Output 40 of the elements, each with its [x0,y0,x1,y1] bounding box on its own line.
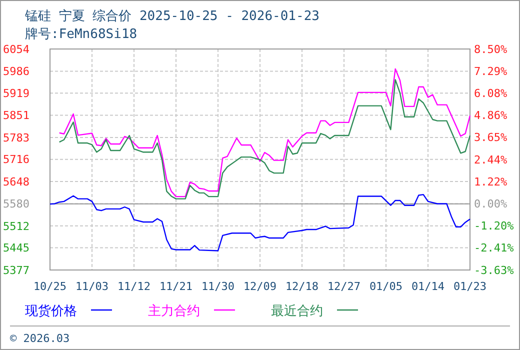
chart-title: 锰硅 宁夏 综合价 2025-10-25 - 2026-01-23 [24,8,320,24]
y2-tick-label: 6.08% [474,86,508,100]
y-tick-label: 5783 [3,131,30,144]
x-tick-label: 12/18 [285,280,319,293]
y-tick-label: 5851 [3,109,30,122]
line-series [49,194,471,252]
y2-tick-label: 4.86% [474,109,508,122]
x-tick-label: 12/09 [243,280,277,293]
x-tick-label: 01/23 [453,280,487,293]
y2-tick-label: -3.63% [474,264,514,277]
y2-tick-label: 8.50% [474,42,508,56]
chart-subtitle: 牌号:FeMn68Si18 [25,27,138,42]
y2-tick-label: 2.44% [474,153,508,166]
y-tick-label: 6054 [3,42,30,56]
y-tick-label: 5580 [3,198,30,211]
x-tick-label: 01/14 [411,280,445,293]
legend-label: 最近合约 [271,304,323,319]
y-tick-label: 5716 [3,153,30,166]
y2-tick-label: -1.20% [474,220,514,233]
y-tick-label: 5512 [3,220,30,233]
x-tick-label: 11/21 [159,280,193,293]
legend-label: 现货价格 [25,304,77,319]
y2-tick-label: 3.65% [474,131,508,144]
text: © 2026.03 [10,332,70,345]
x-tick-label: 11/30 [201,280,235,293]
x-tick-label: 12/27 [327,280,361,293]
legend-label: 主力合约 [148,303,200,319]
y2-tick-label: 7.29% [474,64,508,78]
y2-tick-label: 0.00% [474,198,508,211]
x-tick-label: 10/25 [33,280,67,293]
y-tick-label: 5377 [3,264,30,277]
x-tick-label: 01/05 [369,280,403,293]
y-tick-label: 5919 [3,86,30,100]
y-tick-label: 5986 [3,65,30,78]
y2-tick-label: -2.41% [474,242,514,255]
x-tick-label: 11/03 [75,280,109,293]
x-tick-label: 11/12 [117,280,151,293]
y2-tick-label: 1.22% [474,175,508,188]
y-tick-label: 5648 [3,175,30,188]
y-tick-label: 5445 [3,242,30,255]
